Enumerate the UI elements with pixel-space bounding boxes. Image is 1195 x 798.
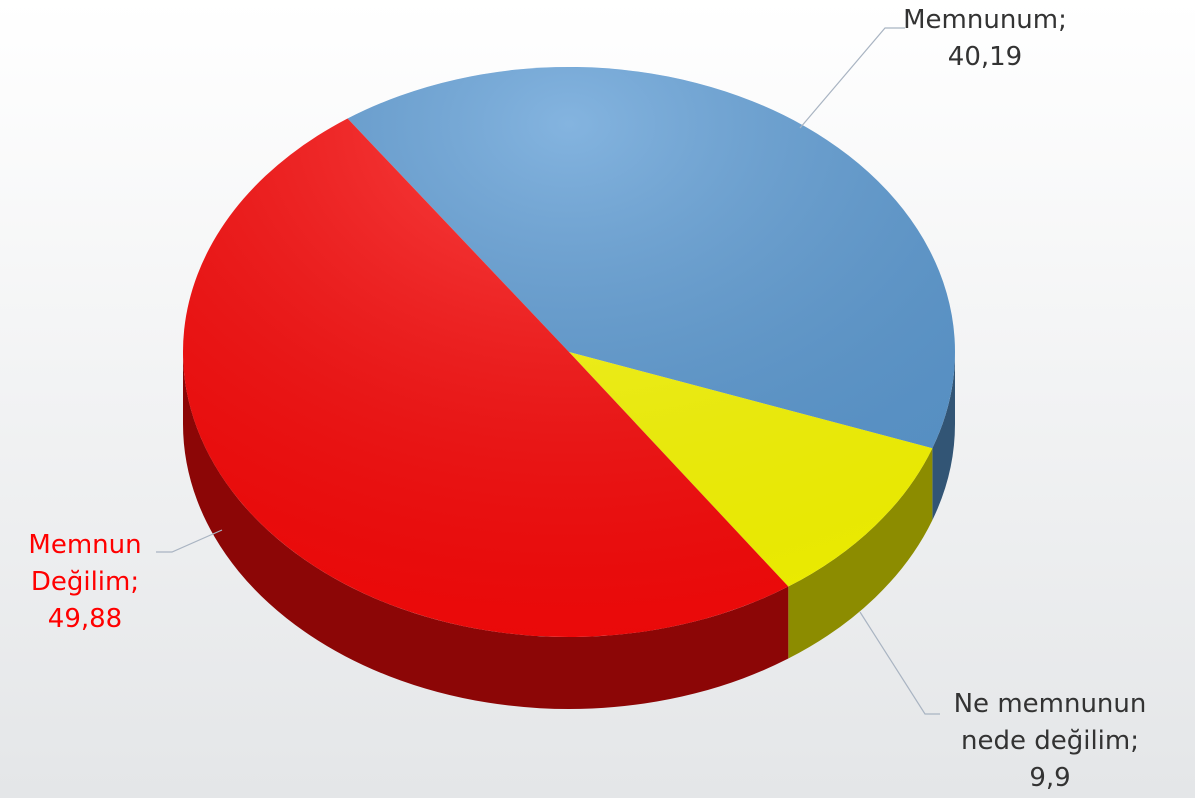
data-label: Memnun Değilim; 49,88 <box>10 527 160 638</box>
leader-line <box>156 529 223 553</box>
label-value: 9,9 <box>1029 763 1071 793</box>
label-separator: ; <box>1130 726 1139 756</box>
label-name: Ne memnunun nede değilim <box>953 689 1147 756</box>
label-name: Memnunum <box>903 5 1059 35</box>
leader-line <box>799 27 905 129</box>
label-value: 49,88 <box>47 604 123 634</box>
leader-line <box>859 611 940 715</box>
label-separator: ; <box>1058 5 1067 35</box>
data-label: Memnunum; 40,19 <box>885 2 1085 76</box>
data-label: Ne memnunun nede değilim; 9,9 <box>935 686 1165 797</box>
label-value: 40,19 <box>947 42 1023 72</box>
label-separator: ; <box>130 567 140 597</box>
label-name: Memnun Değilim <box>28 530 142 597</box>
